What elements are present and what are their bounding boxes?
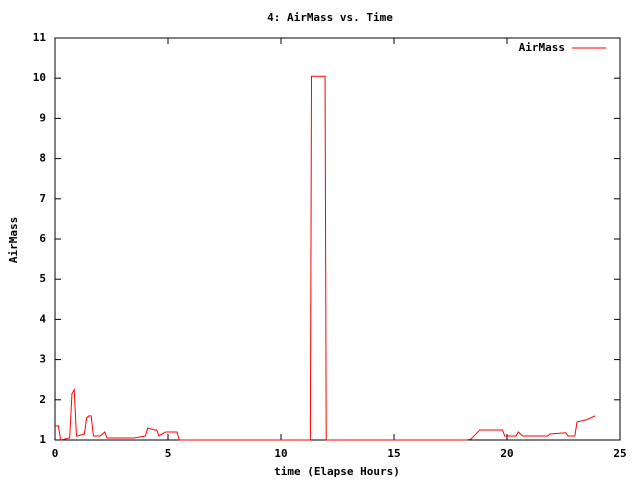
- y-tick-label: 4: [39, 312, 46, 325]
- y-tick-label: 3: [39, 353, 46, 366]
- y-tick-label: 10: [33, 71, 46, 84]
- y-axis-label: AirMass: [7, 217, 20, 263]
- y-tick-label: 8: [39, 152, 46, 165]
- x-tick-label: 25: [613, 447, 626, 460]
- y-tick-label: 11: [33, 31, 47, 44]
- y-tick-label: 6: [39, 232, 46, 245]
- y-tick-label: 2: [39, 393, 46, 406]
- data-line: [55, 75, 596, 441]
- x-tick-label: 5: [165, 447, 172, 460]
- x-tick-label: 10: [274, 447, 287, 460]
- chart-title: 4: AirMass vs. Time: [267, 11, 393, 24]
- x-tick-label: 20: [500, 447, 513, 460]
- x-axis-label: time (Elapse Hours): [274, 465, 400, 478]
- y-tick-label: 7: [39, 192, 46, 205]
- y-tick-label: 5: [39, 272, 46, 285]
- y-tick-label: 9: [39, 111, 46, 124]
- x-tick-label: 15: [387, 447, 400, 460]
- y-tick-label: 1: [39, 433, 46, 446]
- legend-label: AirMass: [519, 41, 565, 54]
- x-tick-label: 0: [52, 447, 59, 460]
